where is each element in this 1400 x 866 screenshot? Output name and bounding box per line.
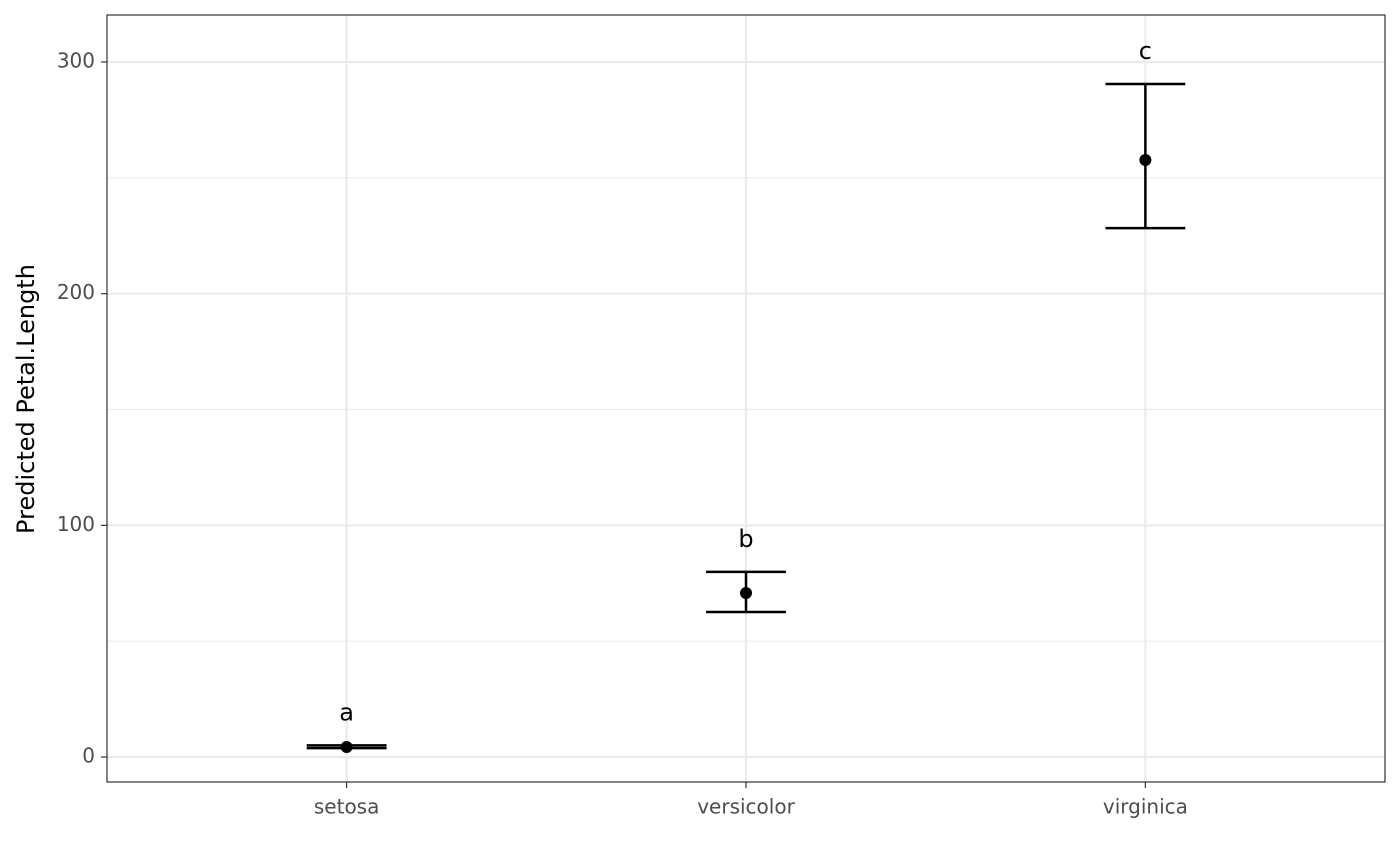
point [740, 586, 752, 599]
x-tick-label: virginica [1103, 795, 1188, 819]
marks: a b c [306, 37, 1186, 754]
group-label: b [738, 525, 753, 553]
x-tick-label: setosa [314, 795, 379, 819]
group-label: a [339, 698, 354, 726]
y-axis-title: Predicted Petal.Length [12, 264, 40, 534]
y-tick-label: 0 [82, 743, 95, 767]
group-label: c [1139, 37, 1152, 65]
grid [107, 15, 1385, 782]
y-tick-label: 200 [57, 280, 95, 304]
point [340, 741, 353, 754]
y-tick-label: 100 [57, 512, 95, 536]
x-tick-label: versicolor [697, 795, 795, 819]
y-tick-label: 300 [57, 49, 95, 73]
point [1139, 154, 1152, 167]
